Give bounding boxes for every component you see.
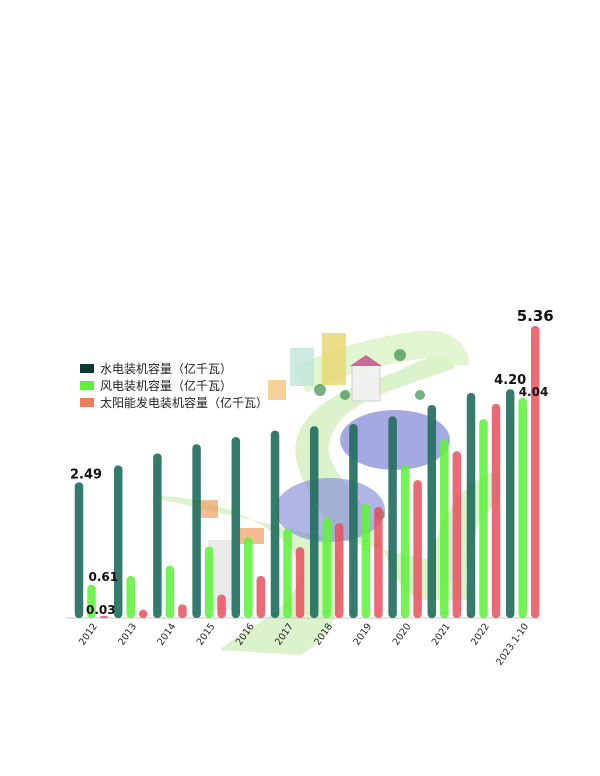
x-tick-label: 2022	[469, 621, 492, 647]
x-tick-label: 2023.1-10	[494, 621, 531, 667]
bar-s1-2020	[400, 464, 410, 618]
legend-label-wind: 风电装机容量（亿千瓦）	[100, 378, 233, 393]
x-tick-label: 2014	[155, 621, 178, 647]
bar-s2-2020	[413, 480, 422, 618]
bar-s0-2021	[427, 404, 437, 618]
data-label: 5.36	[517, 307, 554, 325]
x-tick-label: 2021	[430, 621, 453, 647]
data-label: 0.61	[89, 570, 119, 584]
bar-s1-2023.1-10	[518, 397, 527, 618]
bar-s0-2019	[349, 424, 358, 618]
legend: 水电装机容量（亿千瓦） 风电装机容量（亿千瓦） 太阳能发电装机容量（亿千瓦）	[80, 360, 268, 411]
bar-s2-2022	[491, 403, 501, 618]
bar-s0-2017	[270, 430, 280, 618]
data-labels: 2.49 0.61 0.03 4.204.04 5.36	[70, 307, 554, 617]
bar-s2-2023.1-10	[530, 326, 540, 618]
legend-swatch-solar	[80, 397, 94, 407]
bar-s0-2014	[153, 453, 162, 618]
bar-s1-2014	[165, 565, 175, 618]
bar-s1-2018	[322, 517, 331, 618]
x-tick-label: 2012	[77, 621, 100, 647]
bar-s1-2013	[126, 576, 135, 618]
data-label: 4.04	[519, 385, 549, 399]
bar-s1-2012	[87, 584, 96, 618]
bar-s2-2013	[138, 609, 148, 618]
legend-label-hydro: 水电装机容量（亿千瓦）	[100, 361, 233, 376]
bar-s1-2021	[440, 439, 449, 618]
legend-swatch-wind	[80, 380, 94, 390]
bar-s1-2015	[204, 546, 214, 618]
bar-s2-2012	[99, 616, 109, 618]
bar-s2-2019	[374, 506, 383, 618]
bar-s0-2018	[309, 426, 319, 618]
data-label: 4.20	[494, 373, 526, 388]
x-tick-label: 2013	[116, 621, 139, 647]
bar-s0-2022	[466, 393, 476, 618]
bar-s2-2014	[178, 604, 187, 618]
bar-s0-2020	[388, 416, 397, 618]
legend-swatch-hydro	[80, 363, 94, 373]
legend-label-solar: 太阳能发电装机容量（亿千瓦）	[100, 395, 269, 410]
legend-item-wind: 风电装机容量（亿千瓦）	[80, 377, 268, 393]
bar-s1-2017	[283, 528, 292, 618]
x-tick-label: 2019	[351, 621, 374, 647]
bars-layer	[74, 326, 540, 618]
legend-item-hydro: 水电装机容量（亿千瓦）	[80, 360, 268, 376]
bar-s0-2015	[192, 444, 201, 618]
bar-s0-2012	[74, 482, 84, 618]
bar-s2-2018	[334, 523, 344, 618]
x-tick-label: 2015	[195, 621, 218, 647]
bar-s0-2013	[113, 465, 123, 618]
bar-s0-2016	[231, 437, 241, 618]
city-background-illustration	[150, 330, 500, 655]
bar-s1-2016	[244, 537, 253, 618]
x-tick-label: 2020	[391, 621, 414, 647]
bar-s0-2023.1-10	[505, 389, 515, 618]
data-label: 2.49	[70, 467, 102, 482]
bar-s1-2019	[361, 503, 371, 618]
data-label: 0.03	[86, 603, 116, 617]
bar-s2-2015	[217, 594, 226, 618]
bar-s2-2017	[295, 547, 305, 618]
bar-s1-2022	[479, 419, 488, 618]
legend-item-solar: 太阳能发电装机容量（亿千瓦）	[80, 394, 268, 410]
bar-s2-2016	[256, 576, 266, 618]
bar-s2-2021	[452, 451, 462, 618]
